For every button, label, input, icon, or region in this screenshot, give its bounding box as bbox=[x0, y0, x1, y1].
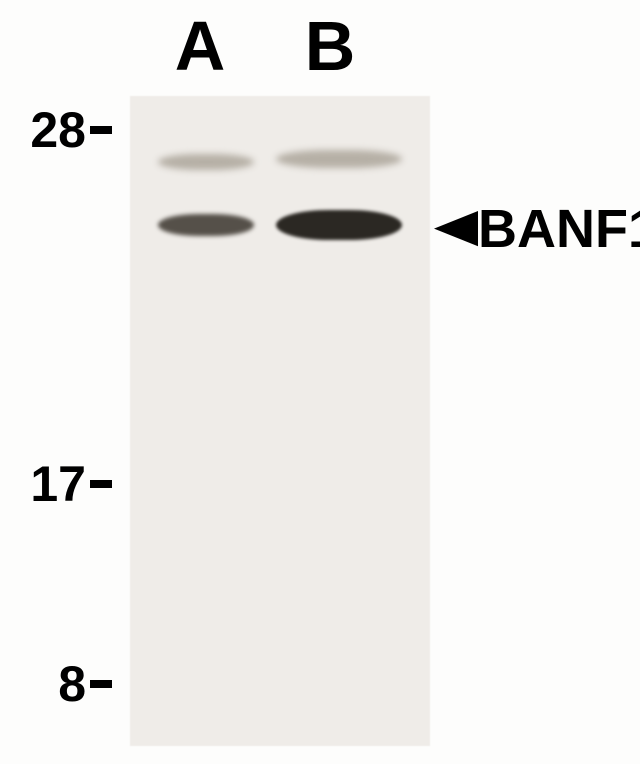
arrow-left-icon bbox=[434, 211, 478, 246]
protein-label: BANF1 bbox=[434, 198, 640, 260]
lane-label-B: B bbox=[285, 6, 375, 86]
mw-marker-8: 8 bbox=[12, 655, 112, 713]
mw-marker-value: 8 bbox=[12, 655, 86, 713]
band-lane-A-faint bbox=[158, 154, 254, 170]
band-lane-B-faint bbox=[276, 150, 402, 168]
mw-marker-value: 28 bbox=[12, 101, 86, 159]
western-blot-figure: A B 28 17 8 BANF1 bbox=[0, 0, 640, 764]
band-lane-A-main bbox=[158, 214, 254, 236]
mw-marker-17: 17 bbox=[12, 455, 112, 513]
mw-marker-dash bbox=[90, 680, 112, 688]
mw-marker-dash bbox=[90, 126, 112, 134]
mw-marker-28: 28 bbox=[12, 101, 112, 159]
mw-marker-dash bbox=[90, 480, 112, 488]
band-lane-B-main bbox=[276, 210, 402, 240]
lane-label-A: A bbox=[155, 6, 245, 86]
protein-name: BANF1 bbox=[478, 198, 640, 260]
blot-membrane bbox=[130, 96, 430, 746]
mw-marker-value: 17 bbox=[12, 455, 86, 513]
